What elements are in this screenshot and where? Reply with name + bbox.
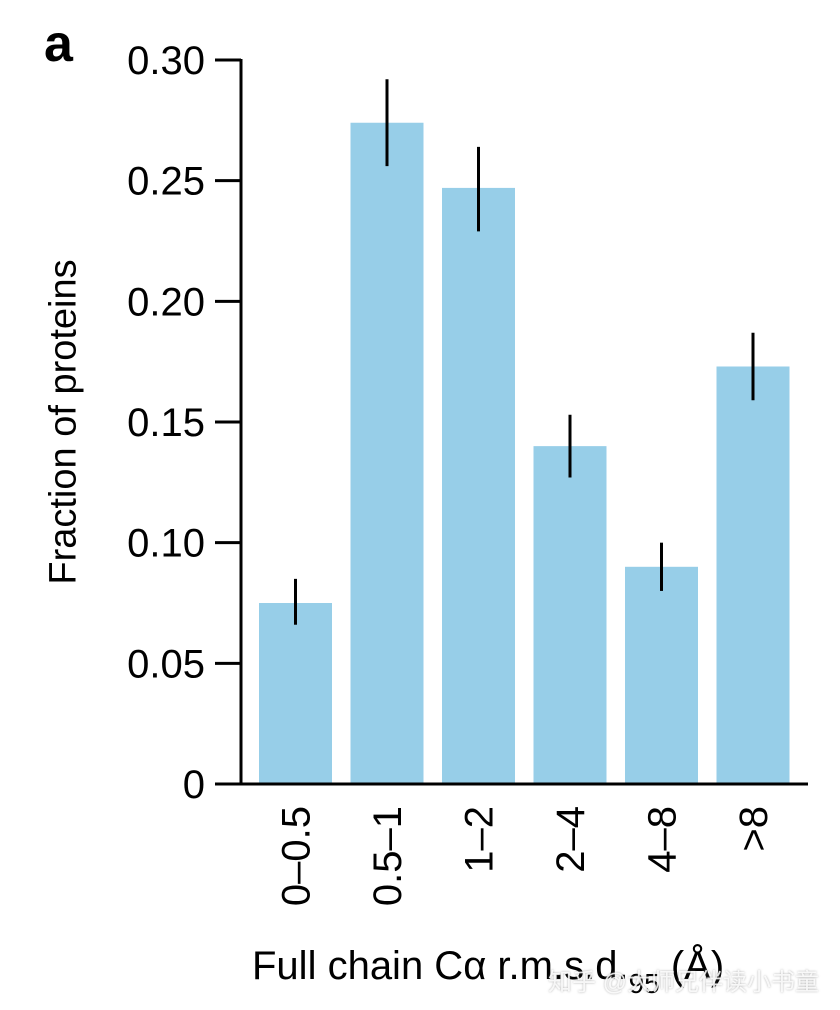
x-tick-label-4: 4–8 <box>641 806 685 873</box>
x-tick-label-2: 1–2 <box>458 806 502 873</box>
x-tick-label-5: >8 <box>732 806 776 852</box>
y-tick-label-0: 0 <box>183 763 205 807</box>
panel-letter: a <box>44 15 73 73</box>
bar-1 <box>350 122 424 785</box>
y-tick-label-1: 0.05 <box>127 642 205 686</box>
bar-2 <box>442 187 515 784</box>
bar-0 <box>259 603 332 784</box>
x-axis-label: Full chain Cα r.m.s.d.95 (Å) <box>252 944 724 1000</box>
watermark: 知乎 @大师兄伴读小书童 <box>548 969 820 996</box>
y-tick-label-6: 0.30 <box>127 39 205 83</box>
y-axis-label: Fraction of proteins <box>42 259 85 585</box>
bar-3 <box>533 446 607 784</box>
x-axis-label-main: Full chain Cα r.m.s.d. <box>252 944 629 988</box>
x-tick-label-0: 0–0.5 <box>275 806 319 906</box>
bar-5 <box>716 366 790 784</box>
x-axis-label-unit: (Å) <box>670 944 725 988</box>
y-tick-label-5: 0.25 <box>127 160 205 204</box>
x-axis-label-subscript: 95 <box>628 968 660 999</box>
bar-4 <box>625 566 698 784</box>
x-tick-label-3: 2–4 <box>549 806 593 873</box>
y-tick-label-4: 0.20 <box>127 280 205 324</box>
y-tick-label-2: 0.10 <box>127 522 205 566</box>
y-tick-label-3: 0.15 <box>127 401 205 445</box>
x-tick-label-1: 0.5–1 <box>366 806 410 906</box>
